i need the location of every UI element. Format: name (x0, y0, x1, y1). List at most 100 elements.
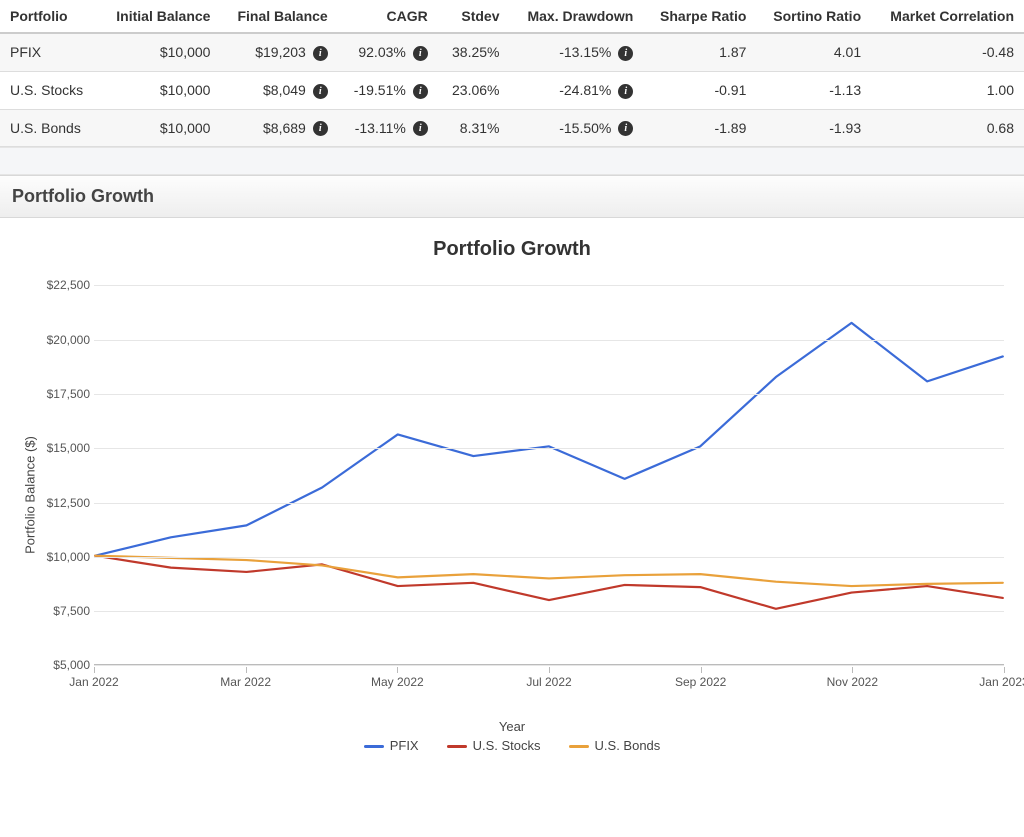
y-tick-label: $5,000 (53, 658, 90, 672)
table-cell: -15.50% i (510, 109, 644, 147)
x-tick-label: Nov 2022 (827, 675, 878, 689)
table-cell: U.S. Stocks (0, 71, 99, 109)
x-tick-mark (246, 667, 247, 673)
y-tick-label: $15,000 (47, 441, 90, 455)
gridline (94, 665, 1004, 666)
info-icon[interactable]: i (313, 46, 328, 61)
legend-swatch (569, 745, 589, 748)
table-cell: -19.51% i (338, 71, 438, 109)
table-cell: 0.68 (871, 109, 1024, 147)
table-header: Sortino Ratio (756, 0, 871, 33)
y-tick-label: $22,500 (47, 278, 90, 292)
y-axis-label: Portfolio Balance ($) (23, 437, 38, 555)
x-tick-mark (397, 667, 398, 673)
info-icon[interactable]: i (313, 121, 328, 136)
section-header: Portfolio Growth (0, 175, 1024, 218)
y-tick-label: $20,000 (47, 333, 90, 347)
x-tick-mark (549, 667, 550, 673)
legend-label: U.S. Bonds (595, 738, 661, 753)
info-icon[interactable]: i (413, 84, 428, 99)
table-cell: $10,000 (99, 71, 220, 109)
table-header: Final Balance (220, 0, 337, 33)
x-tick-label: Mar 2022 (220, 675, 271, 689)
x-tick-mark (701, 667, 702, 673)
chart-lines (94, 285, 1004, 664)
chart-plot (94, 285, 1004, 665)
x-tick-mark (94, 667, 95, 673)
x-tick-label: Jan 2022 (69, 675, 118, 689)
table-cell: $8,689 i (220, 109, 337, 147)
table-cell: -24.81% i (510, 71, 644, 109)
legend-item[interactable]: U.S. Stocks (447, 738, 541, 753)
table-row: U.S. Stocks$10,000$8,049 i-19.51% i23.06… (0, 71, 1024, 109)
info-icon[interactable]: i (413, 46, 428, 61)
table-cell: U.S. Bonds (0, 109, 99, 147)
legend-swatch (447, 745, 467, 748)
table-cell: $19,203 i (220, 33, 337, 71)
table-header: Initial Balance (99, 0, 220, 33)
table-cell: -13.15% i (510, 33, 644, 71)
table-cell: -13.11% i (338, 109, 438, 147)
table-header: Max. Drawdown (510, 0, 644, 33)
table-cell: $10,000 (99, 109, 220, 147)
table-header: Portfolio (0, 0, 99, 33)
gridline (94, 394, 1004, 395)
gridline (94, 557, 1004, 558)
info-icon[interactable]: i (618, 46, 633, 61)
table-cell: 8.31% (438, 109, 510, 147)
info-icon[interactable]: i (313, 84, 328, 99)
gridline (94, 448, 1004, 449)
chart-legend: PFIX U.S. Stocks U.S. Bonds (8, 738, 1016, 753)
x-tick-label: Sep 2022 (675, 675, 726, 689)
y-tick-label: $10,000 (47, 550, 90, 564)
y-tick-label: $17,500 (47, 387, 90, 401)
legend-swatch (364, 745, 384, 748)
x-tick-label: May 2022 (371, 675, 424, 689)
table-cell: 38.25% (438, 33, 510, 71)
table-cell: -0.91 (643, 71, 756, 109)
legend-label: U.S. Stocks (473, 738, 541, 753)
table-row: PFIX$10,000$19,203 i92.03% i38.25%-13.15… (0, 33, 1024, 71)
legend-label: PFIX (390, 738, 419, 753)
series-line (95, 556, 1003, 609)
table-row: U.S. Bonds$10,000$8,689 i-13.11% i8.31%-… (0, 109, 1024, 147)
table-header: Stdev (438, 0, 510, 33)
series-line (95, 323, 1003, 556)
table-cell: 1.00 (871, 71, 1024, 109)
table-cell: -1.89 (643, 109, 756, 147)
y-tick-label: $7,500 (53, 604, 90, 618)
x-tick-label: Jul 2022 (526, 675, 571, 689)
table-cell: PFIX (0, 33, 99, 71)
gridline (94, 611, 1004, 612)
table-cell: $8,049 i (220, 71, 337, 109)
table-cell: -1.93 (756, 109, 871, 147)
table-cell: -1.13 (756, 71, 871, 109)
table-cell: $10,000 (99, 33, 220, 71)
table-cell: 23.06% (438, 71, 510, 109)
chart-area: Portfolio Balance ($) Jan 2022 Mar 2022 Ma… (12, 275, 1012, 715)
info-icon[interactable]: i (618, 84, 633, 99)
x-tick-mark (852, 667, 853, 673)
table-header: Sharpe Ratio (643, 0, 756, 33)
table-header: Market Correlation (871, 0, 1024, 33)
table-header: CAGR (338, 0, 438, 33)
gridline (94, 285, 1004, 286)
gridline (94, 340, 1004, 341)
chart-title: Portfolio Growth (8, 238, 1016, 261)
legend-item[interactable]: PFIX (364, 738, 419, 753)
x-axis-label: Year (8, 719, 1016, 734)
performance-table: PortfolioInitial BalanceFinal BalanceCAG… (0, 0, 1024, 147)
legend-item[interactable]: U.S. Bonds (569, 738, 661, 753)
x-tick-mark (1004, 667, 1005, 673)
table-cell: 4.01 (756, 33, 871, 71)
table-cell: -0.48 (871, 33, 1024, 71)
gridline (94, 503, 1004, 504)
chart-region: Portfolio Growth Portfolio Balance ($) J… (0, 218, 1024, 761)
section-gap (0, 147, 1024, 175)
info-icon[interactable]: i (618, 121, 633, 136)
y-tick-label: $12,500 (47, 496, 90, 510)
table-cell: 1.87 (643, 33, 756, 71)
info-icon[interactable]: i (413, 121, 428, 136)
table-cell: 92.03% i (338, 33, 438, 71)
x-tick-label: Jan 2023 (979, 675, 1024, 689)
